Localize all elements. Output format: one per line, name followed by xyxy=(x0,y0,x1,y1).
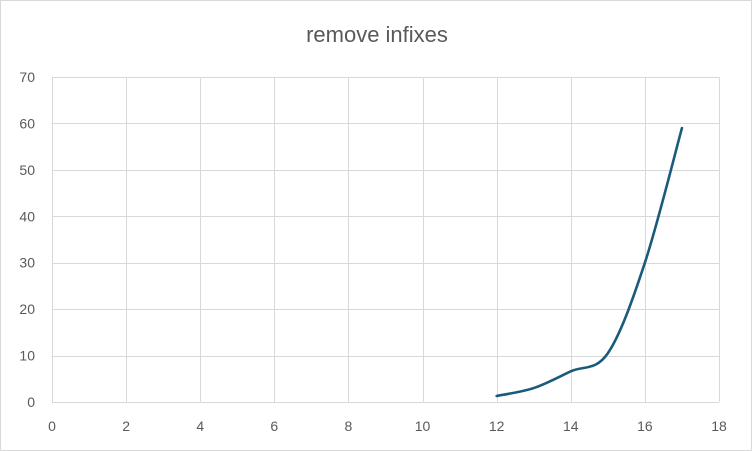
y-tick-label-1: 10 xyxy=(19,348,35,364)
chart-title: remove infixes xyxy=(306,22,448,47)
x-tick-label-5: 10 xyxy=(415,418,431,434)
x-tick-label-4: 8 xyxy=(345,418,353,434)
y-tick-label-2: 20 xyxy=(19,301,35,317)
y-tick-label-5: 50 xyxy=(19,162,35,178)
y-tick-label-6: 60 xyxy=(19,115,35,131)
x-axis-ticks: 0 2 4 6 8 10 12 14 16 18 xyxy=(48,418,727,434)
x-tick-label-0: 0 xyxy=(48,418,56,434)
x-tick-label-9: 18 xyxy=(711,418,727,434)
x-tick-label-8: 16 xyxy=(637,418,653,434)
y-tick-label-7: 70 xyxy=(19,69,35,85)
series-layer xyxy=(495,126,684,398)
x-tick-label-1: 2 xyxy=(122,418,130,434)
y-axis-ticks: 0 10 20 30 40 50 60 70 xyxy=(19,69,35,410)
x-tick-label-7: 14 xyxy=(563,418,579,434)
x-tick-label-2: 4 xyxy=(196,418,204,434)
grid-lines xyxy=(52,77,720,403)
series-line-0 xyxy=(495,126,684,398)
x-tick-label-3: 6 xyxy=(270,418,278,434)
y-tick-label-4: 40 xyxy=(19,208,35,224)
x-tick-label-6: 12 xyxy=(489,418,505,434)
y-tick-label-3: 30 xyxy=(19,255,35,271)
y-tick-label-0: 0 xyxy=(27,394,35,410)
